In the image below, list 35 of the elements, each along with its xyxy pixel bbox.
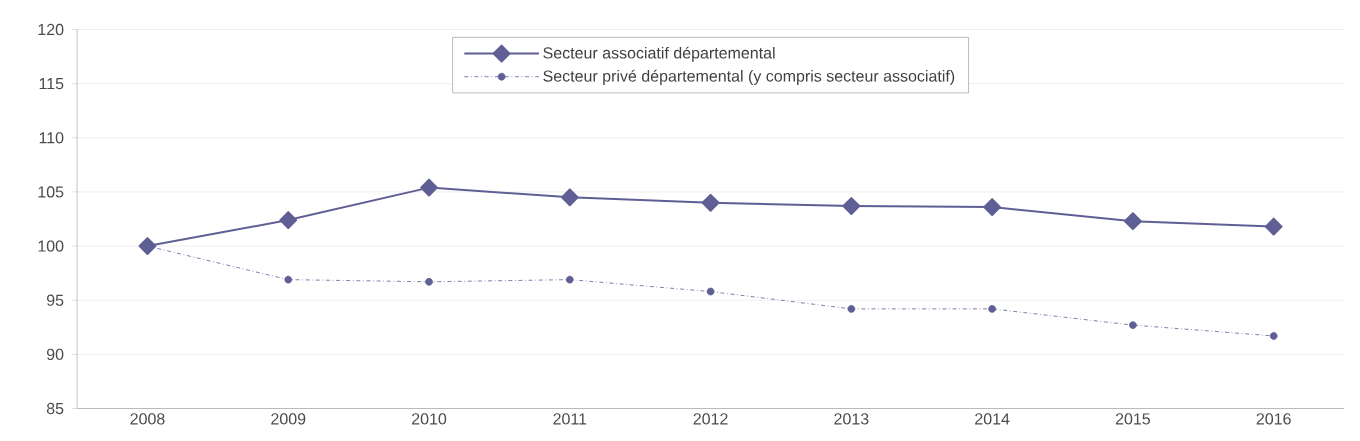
point [425,277,433,286]
x-tick-label: 2010 [412,413,447,425]
x-tick-label: 2016 [1256,413,1291,425]
x-tick-label: 2014 [975,413,1010,425]
point [983,198,1002,217]
point [1129,321,1137,329]
point [565,275,574,284]
y-tick-label: 85 [46,402,64,415]
legend-label: Secteur associatif départemental [543,46,775,62]
y-tick-label: 110 [39,132,64,144]
x-tick-label: 2012 [693,413,728,425]
y-tick-label: 120 [38,23,64,36]
y-tick-label: 90 [46,348,64,361]
point [284,275,293,284]
x-tick-label: 2009 [271,413,306,425]
x-tick-label: 2015 [1115,413,1151,425]
point [1123,212,1142,231]
x-tick-label: 2013 [834,413,869,425]
point [560,188,579,207]
point [847,305,856,313]
y-tick-label: 115 [39,78,64,90]
point [1264,217,1283,236]
x-tick-label: 2008 [130,413,165,425]
point [701,193,720,212]
y-tick-label: 100 [38,240,64,252]
y-tick-label: 95 [46,294,64,306]
legend-label: Secteur privé départemental (y compris secteur associatif) [543,69,955,85]
point [988,305,996,313]
point [279,211,298,230]
y-tick-label: 105 [38,186,64,198]
point [420,178,438,197]
point [706,287,715,296]
x-tick-label: 2011 [553,413,587,425]
point [1269,332,1278,340]
point [842,197,861,215]
